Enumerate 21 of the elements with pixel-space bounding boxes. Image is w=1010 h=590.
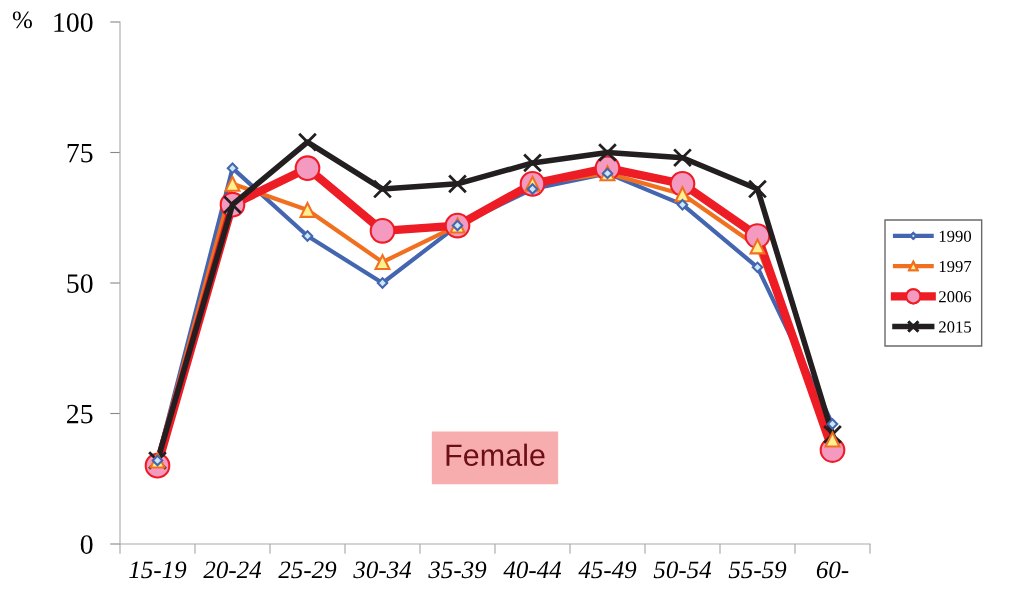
x-tick-label: 30-34 [353, 561, 412, 579]
y-tick-label: 100 [54, 13, 93, 32]
y-tick-label: 0 [80, 535, 93, 554]
annotation: Female [446, 443, 545, 467]
legend-label: 2015 [939, 321, 972, 333]
x-tick-label: 50-54 [653, 561, 712, 579]
x-tick-label: 60- [816, 561, 849, 579]
x-tick-label: 15-19 [129, 561, 187, 579]
y-tick-label: 50 [67, 274, 93, 293]
y-axis-title: % [12, 11, 32, 29]
x-tick-label: 25-29 [278, 561, 337, 579]
x-tick-label: 35-39 [428, 561, 487, 579]
x-tick-label: 20-24 [203, 561, 262, 579]
x-tick-label: 55-59 [728, 561, 787, 579]
x-tick-label: 45-49 [578, 561, 637, 579]
y-tick-label: 25 [67, 404, 93, 424]
legend-label: 1990 [939, 230, 972, 242]
legend-label: 1997 [939, 260, 972, 273]
y-tick-label: 75 [67, 143, 93, 163]
legend-label: 2006 [939, 291, 972, 303]
x-tick-label: 40-44 [503, 561, 562, 579]
